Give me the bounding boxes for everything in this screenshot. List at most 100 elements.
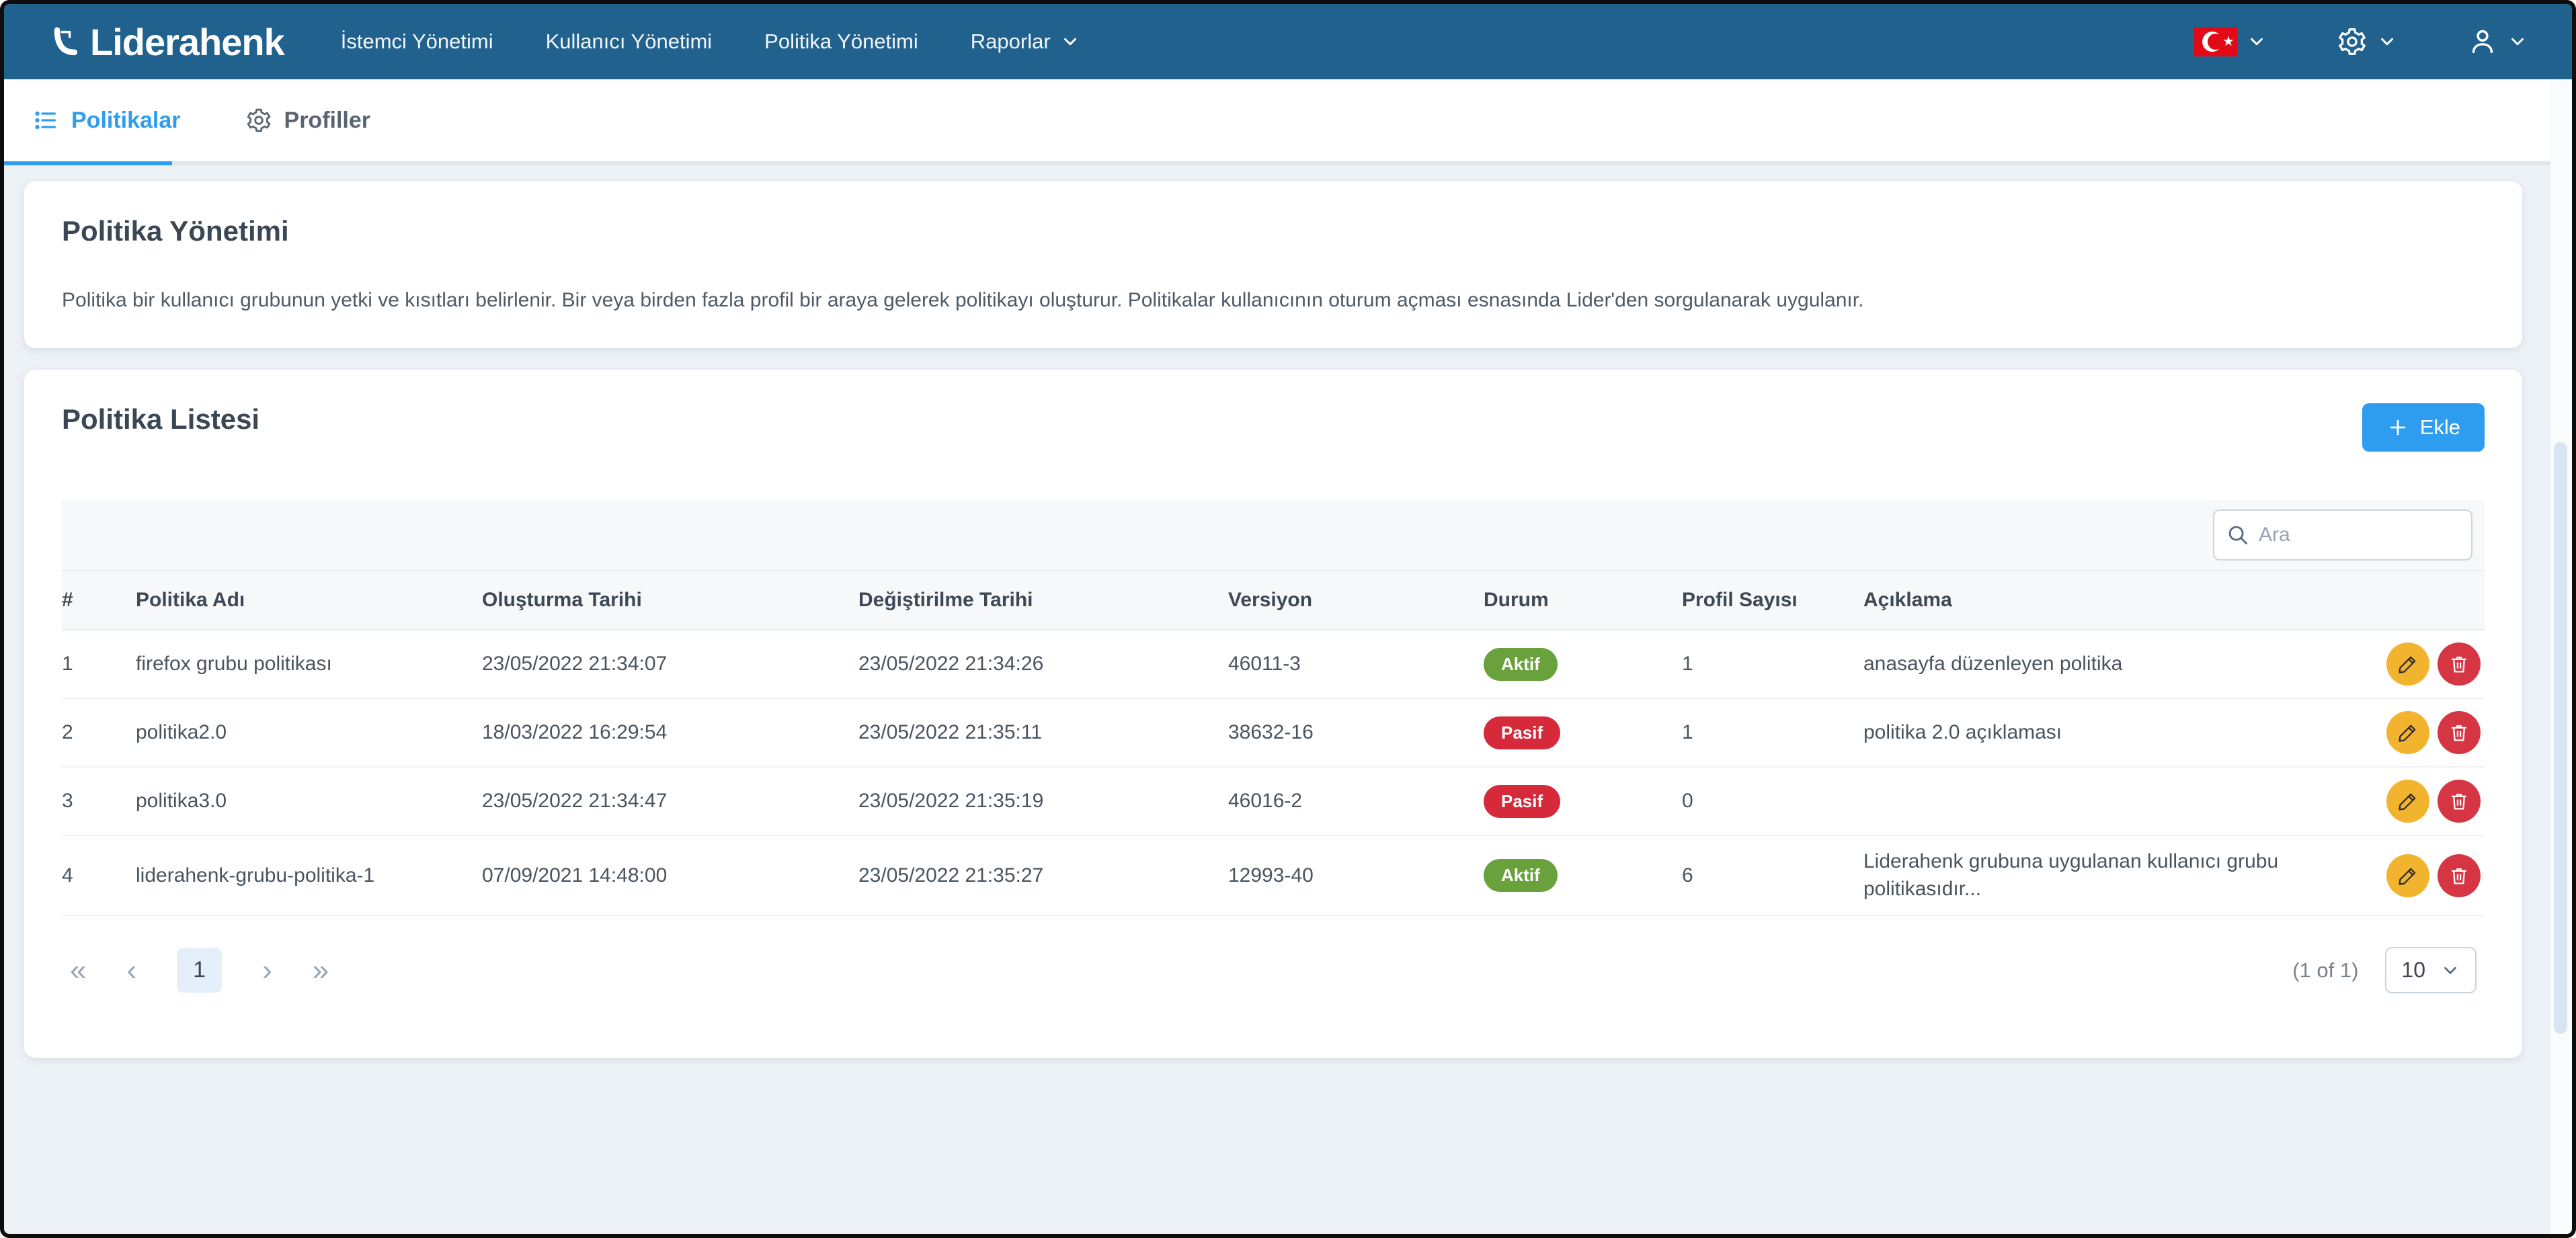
table-header: # Politika Adı Oluşturma Tarihi Değiştir…: [62, 571, 2485, 630]
delete-button[interactable]: [2438, 854, 2481, 897]
pagination: « ‹ 1 › » (1 of 1) 10: [62, 930, 2485, 993]
page-description: Politika bir kullanıcı grubunun yetki ve…: [62, 289, 1864, 311]
chevron-down-icon: [2381, 38, 2393, 46]
menu-item-raporlar[interactable]: Raporlar: [971, 30, 1080, 54]
next-page-button[interactable]: ›: [262, 953, 272, 987]
edit-button[interactable]: [2386, 711, 2429, 754]
tab-strip: Politikalar Profiller: [4, 79, 2572, 165]
col-actions: [2343, 583, 2485, 618]
tab-politikalar[interactable]: Politikalar: [32, 107, 181, 134]
status-badge: Pasif: [1484, 784, 1561, 818]
list-title: Politika Listesi: [62, 403, 260, 435]
search-icon: [2228, 526, 2248, 545]
top-navbar: Liderahenk İstemci Yönetimi Kullanıcı Yö…: [4, 4, 2572, 79]
pencil-icon: [2399, 793, 2416, 811]
status-badge: Pasif: [1484, 716, 1561, 749]
col-profile-count: Profil Sayısı: [1682, 589, 1798, 611]
cell-index: 4: [62, 864, 73, 886]
cell-created: 23/05/2022 21:34:07: [482, 653, 668, 675]
page-title: Politika Yönetimi: [62, 215, 289, 247]
cell-index: 2: [62, 721, 73, 743]
chevron-down-icon: [2251, 38, 2263, 46]
vertical-scrollbar[interactable]: [2550, 79, 2572, 1234]
cell-index: 1: [62, 653, 73, 675]
search-input[interactable]: [2213, 509, 2472, 561]
cell-profile-count: 6: [1682, 864, 1693, 886]
status-badge: Aktif: [1484, 647, 1558, 681]
table-row: 4 liderahenk-grubu-politika-1 07/09/2021…: [62, 836, 2485, 916]
gear-icon: [2339, 28, 2366, 55]
delete-button[interactable]: [2438, 643, 2481, 686]
pencil-icon: [2399, 868, 2416, 885]
cell-description: anasayfa düzenleyen politika: [1863, 652, 2123, 675]
cell-modified: 23/05/2022 21:35:27: [858, 864, 1044, 886]
page-size-select[interactable]: 10: [2385, 947, 2477, 993]
menu-item-kullanici-yonetimi[interactable]: Kullanıcı Yönetimi: [545, 30, 713, 53]
prev-page-button[interactable]: ‹: [126, 953, 137, 987]
main-menu: İstemci Yönetimi Kullanıcı Yönetimi Poli…: [341, 30, 1080, 54]
cell-description: politika 2.0 açıklaması: [1863, 720, 2062, 743]
brand-name: Liderahenk: [90, 20, 285, 63]
settings-menu[interactable]: [2337, 26, 2397, 57]
list-icon: [35, 111, 56, 130]
col-description: Açıklama: [1863, 589, 1952, 611]
intro-card: Politika Yönetimi Politika bir kullanıcı…: [24, 181, 2522, 348]
edit-button[interactable]: [2386, 643, 2429, 686]
cell-profile-count: 0: [1682, 790, 1693, 812]
col-name: Politika Adı: [136, 589, 245, 611]
cell-created: 07/09/2021 14:48:00: [482, 864, 668, 886]
delete-button[interactable]: [2438, 780, 2481, 823]
col-version: Versiyon: [1228, 589, 1313, 611]
plus-icon: [2390, 419, 2406, 436]
cell-modified: 23/05/2022 21:35:19: [858, 790, 1044, 812]
cell-name: politika2.0: [136, 721, 227, 743]
trash-icon: [2451, 868, 2467, 884]
gear-icon: [247, 108, 270, 132]
cell-created: 23/05/2022 21:34:47: [482, 790, 668, 812]
language-selector[interactable]: ★: [2194, 27, 2267, 56]
scrollbar-thumb[interactable]: [2554, 442, 2567, 1034]
navbar-right: ★: [2194, 26, 2528, 57]
cell-description: [1863, 789, 2343, 813]
user-menu[interactable]: [2467, 26, 2528, 57]
brand[interactable]: Liderahenk: [48, 20, 285, 64]
trash-icon: [2451, 656, 2467, 673]
col-created: Oluşturma Tarihi: [482, 589, 642, 611]
edit-button[interactable]: [2386, 854, 2429, 897]
chevron-down-icon: [2511, 38, 2524, 46]
active-tab-underline: [4, 161, 172, 165]
cell-modified: 23/05/2022 21:35:11: [858, 721, 1043, 743]
last-page-button[interactable]: »: [312, 953, 329, 987]
add-policy-button[interactable]: Ekle: [2362, 403, 2485, 452]
first-page-button[interactable]: «: [70, 953, 87, 987]
cell-created: 18/03/2022 16:29:54: [482, 721, 668, 743]
status-badge: Aktif: [1484, 859, 1558, 892]
page-summary: (1 of 1): [2292, 958, 2359, 982]
menu-item-politika-yonetimi[interactable]: Politika Yönetimi: [764, 30, 918, 53]
chevron-down-icon: [1063, 38, 1076, 46]
cell-modified: 23/05/2022 21:34:26: [858, 653, 1044, 675]
cell-version: 46011-3: [1228, 653, 1301, 675]
pencil-icon: [2399, 725, 2416, 742]
tab-profiller[interactable]: Profiller: [245, 107, 370, 134]
delete-button[interactable]: [2438, 711, 2481, 754]
policy-list-card: Politika Listesi Ekle # Politika Adı: [24, 370, 2522, 1058]
col-index: #: [62, 589, 73, 611]
page-number-button[interactable]: 1: [177, 948, 223, 993]
turkish-flag-icon: ★: [2194, 27, 2237, 56]
col-status: Durum: [1484, 589, 1549, 611]
table-row: 1 firefox grubu politikası 23/05/2022 21…: [62, 630, 2485, 699]
cell-name: firefox grubu politikası: [136, 653, 332, 675]
user-icon: [2472, 30, 2493, 54]
cell-profile-count: 1: [1682, 721, 1693, 743]
chevron-down-icon: [2444, 966, 2456, 974]
cell-name: liderahenk-grubu-politika-1: [136, 864, 375, 886]
cell-version: 12993-40: [1228, 864, 1314, 886]
menu-item-istemci-yonetimi[interactable]: İstemci Yönetimi: [340, 30, 493, 53]
cell-version: 46016-2: [1228, 790, 1303, 812]
trash-icon: [2451, 793, 2467, 810]
edit-button[interactable]: [2386, 780, 2429, 823]
liderahenk-logo-icon: [54, 27, 78, 56]
table-row: 3 politika3.0 23/05/2022 21:34:47 23/05/…: [62, 768, 2485, 836]
